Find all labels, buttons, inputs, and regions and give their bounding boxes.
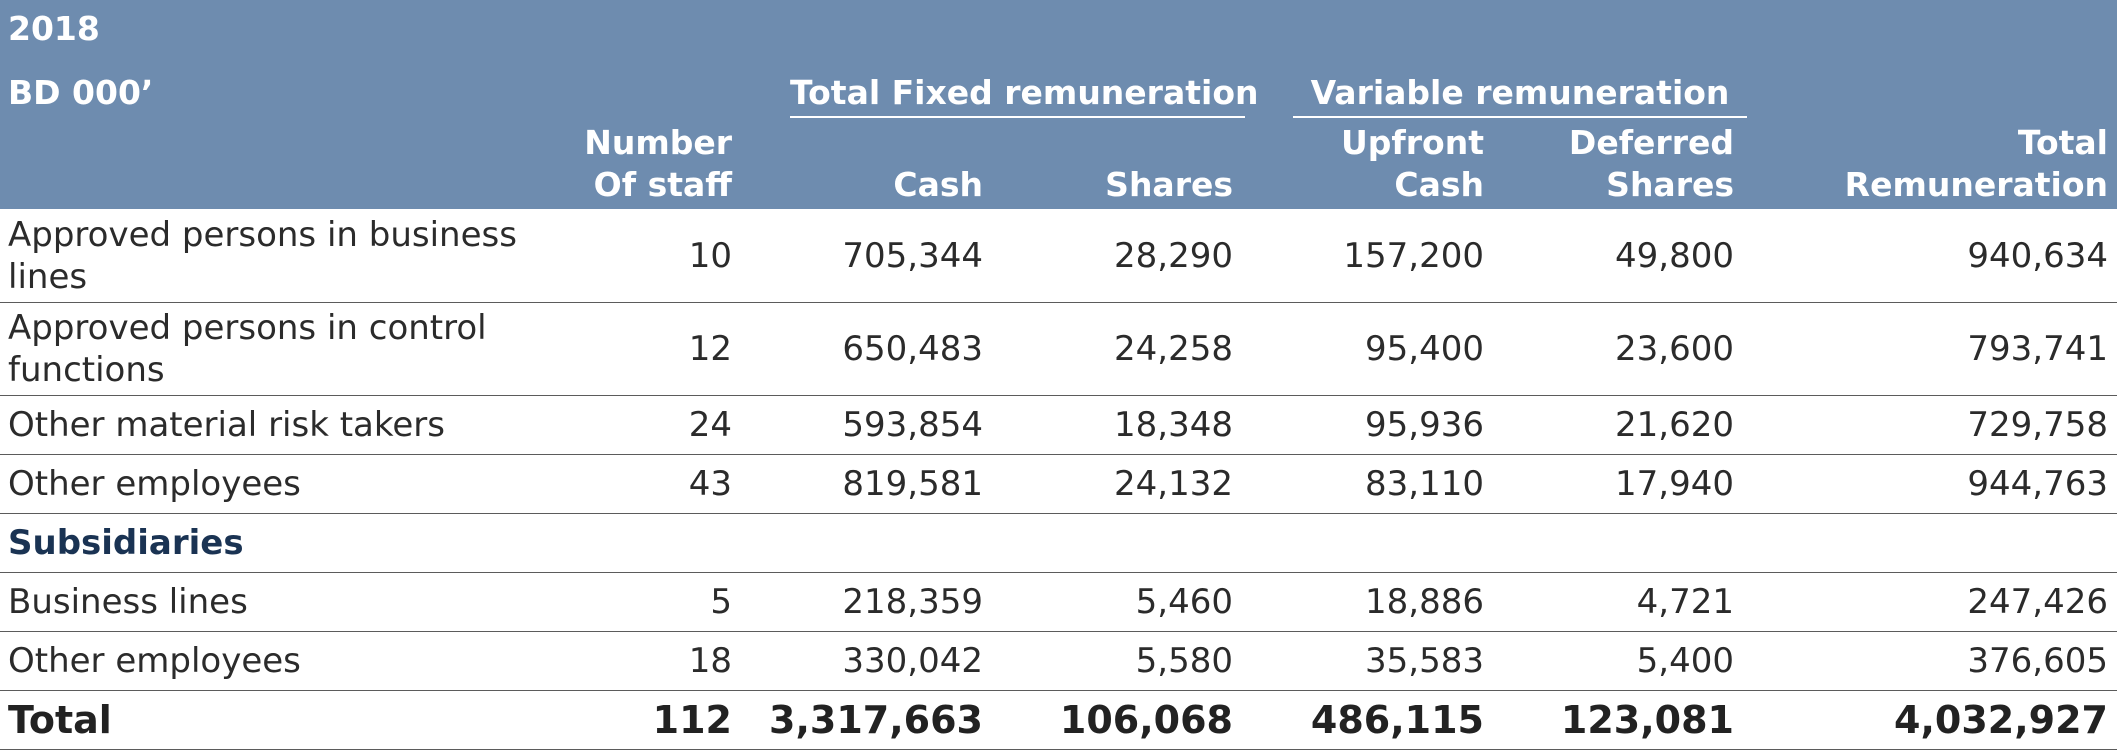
header-unit: BD 000’ bbox=[8, 73, 154, 112]
cell-deferred: 4,721 bbox=[1636, 582, 1734, 622]
row-label: Other employees bbox=[8, 641, 301, 681]
total-upfront: 486,115 bbox=[1310, 698, 1484, 742]
cell-total: 376,605 bbox=[1967, 641, 2108, 681]
row-label: Business lines bbox=[8, 582, 248, 622]
table-row: Other material risk takers 24 593,854 18… bbox=[0, 396, 2117, 455]
cell-deferred: 17,940 bbox=[1615, 464, 1734, 504]
cell-shares: 24,132 bbox=[1114, 464, 1233, 504]
col-header-cash: Cash bbox=[893, 165, 983, 204]
col-header-total-line1: Total bbox=[2017, 123, 2108, 162]
header-year: 2018 bbox=[8, 9, 100, 48]
table-body: Approved persons in business lines 10 70… bbox=[0, 209, 2117, 750]
table-row: Approved persons in business lines 10 70… bbox=[0, 209, 2117, 303]
col-header-total-line2: Remuneration bbox=[1844, 165, 2108, 204]
cell-upfront: 35,583 bbox=[1365, 641, 1484, 681]
cell-upfront: 18,886 bbox=[1365, 582, 1484, 622]
cell-cash: 819,581 bbox=[842, 464, 983, 504]
col-header-shares: Shares bbox=[1105, 165, 1233, 204]
cell-cash: 705,344 bbox=[842, 235, 983, 276]
col-header-upfront-line1: Upfront bbox=[1341, 123, 1484, 162]
cell-shares: 18,348 bbox=[1114, 405, 1233, 445]
cell-deferred: 23,600 bbox=[1615, 329, 1734, 369]
col-header-deferred-line2: Shares bbox=[1606, 165, 1734, 204]
col-header-staff-line2: Of staff bbox=[593, 165, 732, 204]
table-row: Business lines 5 218,359 5,460 18,886 4,… bbox=[0, 573, 2117, 632]
row-label: Approved persons in control functions bbox=[8, 308, 487, 390]
cell-upfront: 157,200 bbox=[1343, 235, 1484, 276]
table-row: Other employees 43 819,581 24,132 83,110… bbox=[0, 455, 2117, 514]
cell-shares: 5,580 bbox=[1135, 641, 1233, 681]
section-row: Subsidiaries bbox=[0, 514, 2117, 573]
cell-total: 247,426 bbox=[1967, 582, 2108, 622]
cell-upfront: 95,400 bbox=[1365, 329, 1484, 369]
cell-total: 729,758 bbox=[1967, 405, 2108, 445]
cell-shares: 28,290 bbox=[1114, 235, 1233, 276]
cell-deferred: 21,620 bbox=[1615, 405, 1734, 445]
total-remuneration: 4,032,927 bbox=[1894, 698, 2108, 742]
total-staff: 112 bbox=[652, 698, 732, 742]
col-header-deferred-line1: Deferred bbox=[1568, 123, 1734, 162]
cell-deferred: 49,800 bbox=[1615, 235, 1734, 276]
table-header: 2018 BD 000’ Total Fixed remuneration Va… bbox=[0, 0, 2117, 209]
cell-staff: 43 bbox=[688, 464, 732, 504]
cell-total: 940,634 bbox=[1967, 235, 2108, 276]
cell-deferred: 5,400 bbox=[1636, 641, 1734, 681]
cell-staff: 12 bbox=[688, 329, 732, 369]
table-row: Approved persons in control functions 12… bbox=[0, 303, 2117, 396]
section-label: Subsidiaries bbox=[8, 523, 244, 563]
cell-staff: 24 bbox=[688, 405, 732, 445]
total-deferred: 123,081 bbox=[1560, 698, 1734, 742]
cell-total: 793,741 bbox=[1967, 329, 2108, 369]
cell-cash: 330,042 bbox=[842, 641, 983, 681]
total-row: Total 112 3,317,663 106,068 486,115 123,… bbox=[0, 691, 2117, 750]
group-underline-fixed bbox=[790, 116, 1245, 118]
cell-staff: 5 bbox=[710, 582, 732, 622]
total-label: Total bbox=[8, 698, 112, 742]
cell-upfront: 83,110 bbox=[1365, 464, 1484, 504]
total-shares: 106,068 bbox=[1059, 698, 1233, 742]
cell-total: 944,763 bbox=[1967, 464, 2108, 504]
cell-staff: 18 bbox=[688, 641, 732, 681]
cell-cash: 218,359 bbox=[842, 582, 983, 622]
row-label: Other material risk takers bbox=[8, 405, 445, 445]
group-header-variable: Variable remuneration bbox=[1310, 73, 1730, 112]
cell-shares: 5,460 bbox=[1135, 582, 1233, 622]
col-header-upfront-line2: Cash bbox=[1394, 165, 1484, 204]
col-header-staff-line1: Number bbox=[584, 123, 732, 162]
row-label: Approved persons in business lines bbox=[8, 214, 517, 297]
cell-cash: 650,483 bbox=[842, 329, 983, 369]
row-label: Other employees bbox=[8, 464, 301, 504]
cell-staff: 10 bbox=[688, 235, 732, 276]
group-header-fixed: Total Fixed remuneration bbox=[790, 73, 1259, 112]
table-row: Other employees 18 330,042 5,580 35,583 … bbox=[0, 632, 2117, 691]
group-underline-variable bbox=[1293, 116, 1747, 118]
cell-shares: 24,258 bbox=[1114, 329, 1233, 369]
cell-cash: 593,854 bbox=[842, 405, 983, 445]
total-cash: 3,317,663 bbox=[769, 698, 983, 742]
cell-upfront: 95,936 bbox=[1365, 405, 1484, 445]
